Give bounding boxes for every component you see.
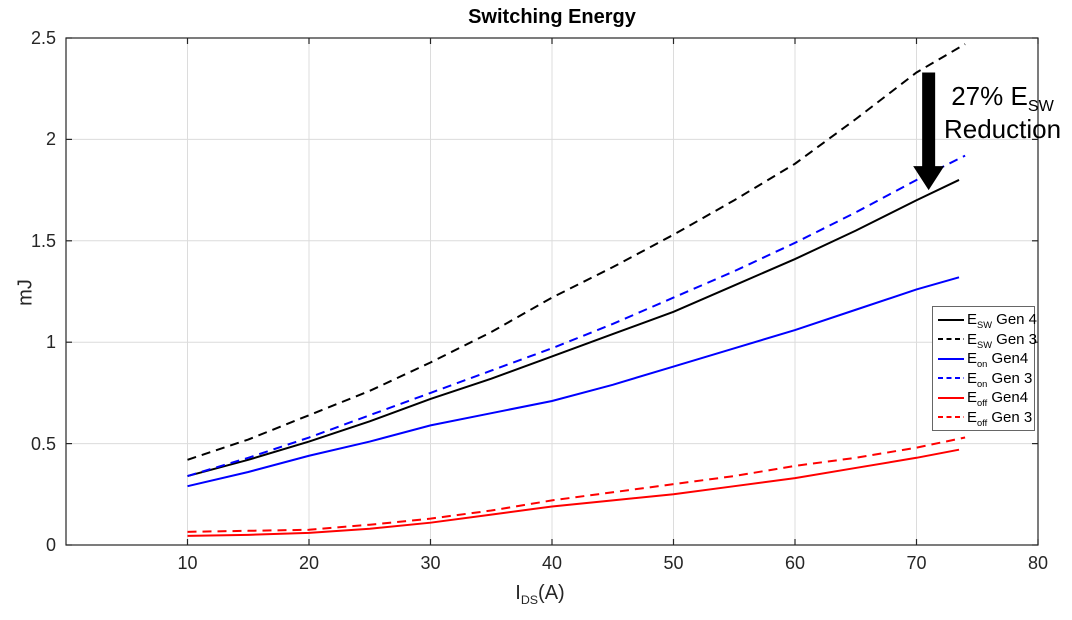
legend-label: Eon Gen4 (967, 350, 1029, 370)
x-tick-label: 60 (784, 553, 806, 573)
series-line-e-sw-gen-3 (187, 43, 966, 461)
legend-label: Eoff Gen 3 (967, 408, 1033, 428)
legend-line-sample (938, 377, 964, 380)
legend-row: Eon Gen 3 (938, 369, 1034, 388)
legend-row: ESW Gen 4 (938, 310, 1038, 331)
y-tick-label: 1.5 (30, 230, 56, 251)
y-tick-label: 2.5 (30, 28, 56, 48)
legend-label: Eon Gen 3 (967, 369, 1033, 389)
x-tick-label: 40 (541, 553, 563, 573)
legend-line-sample (938, 318, 964, 321)
legend: ESW Gen 4 ESW Gen 3 Eon Gen4 Eon Gen 3 Eoff … (932, 306, 1038, 431)
x-tick-label: 20 (298, 553, 320, 573)
x-tick-label: 30 (420, 553, 441, 573)
x-tick-label: 50 (663, 553, 684, 573)
x-tick-label: 80 (1027, 553, 1049, 573)
legend-row: Eoff Gen 3 (938, 408, 1034, 427)
legend-row: Eoff Gen4 (938, 388, 1034, 409)
series-line-e-off-gen-3 (187, 436, 966, 533)
annotation-text: 27% ESW Reduction (933, 80, 1072, 146)
y-tick-label: 1 (45, 332, 56, 353)
legend-label: ESW Gen 4 (967, 311, 1038, 331)
x-axis-label-unit: (A) (538, 582, 565, 604)
y-axis-label: mJ (14, 279, 37, 306)
x-axis-label: IDS(A) (66, 582, 1014, 607)
y-tick-label: 0 (45, 535, 56, 555)
y-tick-label: 2 (45, 129, 56, 150)
legend-row: ESW Gen 3 (938, 330, 1038, 350)
annotation-line1-text: 27% E (951, 81, 1028, 111)
annotation-line2: Reduction (943, 114, 1062, 144)
series-line-e-off-gen4 (187, 448, 960, 537)
x-tick-label: 10 (177, 553, 198, 573)
series-line-e-on-gen-3 (187, 154, 966, 478)
chart-title: Switching Energy (468, 6, 636, 28)
legend-line-sample (938, 338, 964, 341)
legend-label: Eoff Gen4 (967, 389, 1029, 409)
x-tick-label: 70 (906, 553, 927, 573)
legend-line-sample (938, 396, 964, 399)
series-line-e-sw-gen-4 (187, 179, 960, 478)
legend-label: ESW Gen 3 (967, 330, 1038, 350)
x-axis-label-symbol: I (515, 582, 521, 604)
annotation-line1: 27% ESW (933, 80, 1072, 116)
x-axis-label-subscript: DS (520, 593, 539, 607)
legend-line-sample (938, 416, 964, 419)
annotation-line1-subscript: SW (1027, 97, 1054, 116)
legend-row: Eon Gen4 (938, 349, 1034, 370)
series-line-e-on-gen4 (187, 276, 960, 488)
annotation-arrow (913, 72, 945, 191)
legend-line-sample (938, 357, 964, 360)
y-tick-label: 0.5 (30, 433, 56, 454)
